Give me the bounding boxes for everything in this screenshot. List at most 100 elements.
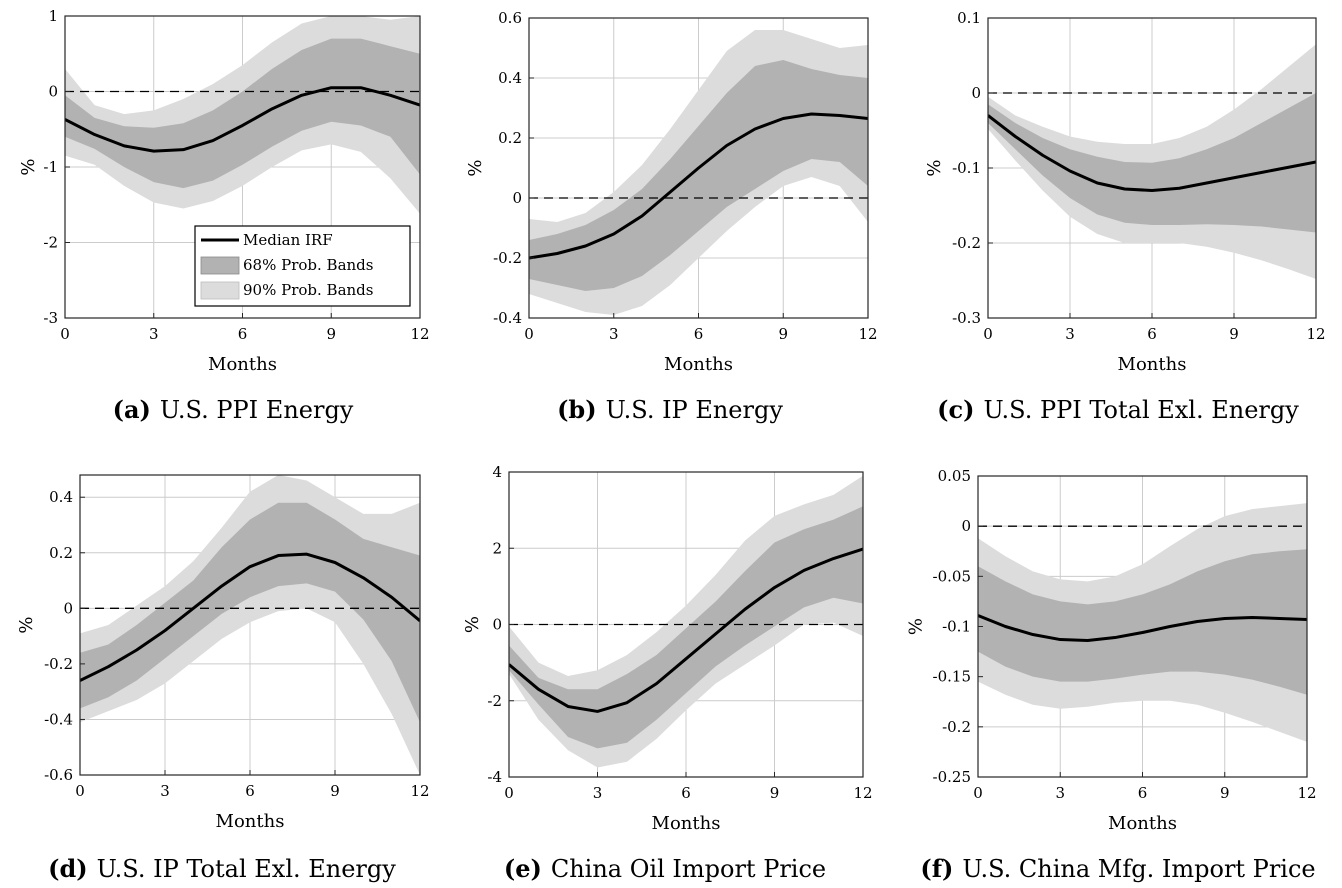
legend-swatch-90: [200, 281, 240, 300]
plot-area: [529, 30, 868, 315]
y-tick-label: -0.15: [933, 668, 971, 686]
panel-caption: (c) U.S. PPI Total Exl. Energy: [937, 395, 1299, 424]
y-tick-label: 0: [961, 517, 971, 535]
x-tick-label: 12: [1306, 325, 1325, 343]
y-tick-label: -0.2: [942, 718, 971, 736]
caption-text: U.S. PPI Total Exl. Energy: [984, 396, 1300, 424]
x-tick-label: 0: [504, 784, 514, 802]
median-line: [529, 112, 868, 260]
y-axis-label: %: [16, 616, 37, 633]
band-68: [80, 502, 420, 723]
legend-label-68: 68% Prob. Bands: [243, 256, 373, 274]
x-tick-label: 12: [1297, 784, 1316, 802]
y-tick-label: -0.2: [952, 234, 981, 252]
y-tick-label: 1: [48, 7, 58, 25]
y-tick-label: 0: [512, 189, 522, 207]
y-tick-label: 4: [492, 463, 502, 481]
y-axis-label: %: [906, 618, 927, 635]
x-axis-label: Months: [652, 813, 721, 834]
plot-area: [509, 475, 863, 768]
x-tick-label: 0: [973, 784, 983, 802]
caption-letter: (f): [920, 854, 953, 883]
x-axis-label: Months: [1108, 813, 1177, 834]
median-line: [80, 552, 420, 682]
panel-caption: (f) U.S. China Mfg. Import Price: [920, 854, 1315, 883]
caption-text: U.S. IP Energy: [606, 396, 784, 424]
panel-3: 0 3 6 9 12 0.1 0 -0.1 -0.2 -0.3 Months% (c) U.S. PPI…: [924, 9, 1326, 424]
caption-text: U.S. PPI Energy: [160, 396, 354, 424]
y-tick-label: 0.4: [49, 488, 73, 506]
y-tick-label: -2: [43, 234, 58, 252]
panel-caption: (b) U.S. IP Energy: [557, 395, 783, 424]
plot-area: [65, 16, 420, 214]
x-tick-label: 6: [681, 784, 691, 802]
panel-caption: (e) China Oil Import Price: [504, 854, 826, 883]
caption-letter: (e): [504, 854, 542, 883]
panel-1: 0 3 6 9 12 1 0 -1 -2 -3 Months% (a) U.S. PPI Energy M…: [18, 7, 430, 424]
y-tick-label: 0: [63, 599, 73, 617]
y-axis-label: %: [465, 159, 486, 176]
x-tick-label: 0: [983, 325, 993, 343]
caption-letter: (b): [557, 395, 597, 424]
x-tick-label: 3: [1065, 325, 1075, 343]
x-tick-label: 3: [149, 325, 159, 343]
panel-4: 0 3 6 9 12 0.4 0.2 0 -0.2 -0.4 -0.6 Months% (d) U.S. …: [16, 474, 430, 883]
plot-area: [988, 44, 1316, 279]
y-tick-label: -0.1: [952, 159, 981, 177]
legend: Median IRF 68% Prob. Bands 90% Prob. Bands: [194, 225, 411, 307]
caption-letter: (d): [48, 854, 88, 883]
x-tick-label: 3: [593, 784, 603, 802]
y-tick-label: -0.2: [44, 655, 73, 673]
y-axis-label: %: [924, 159, 945, 176]
median-line: [65, 86, 420, 153]
caption-text: U.S. IP Total Exl. Energy: [97, 855, 397, 883]
x-axis-label: Months: [208, 354, 277, 375]
y-tick-label: 2: [492, 539, 502, 557]
y-tick-label: -0.1: [942, 618, 971, 636]
x-tick-label: 9: [330, 782, 340, 800]
caption-text: China Oil Import Price: [551, 855, 826, 883]
x-tick-label: 3: [160, 782, 170, 800]
y-tick-label: 0.4: [498, 69, 522, 87]
x-tick-label: 6: [238, 325, 248, 343]
band-68: [509, 506, 863, 749]
x-tick-label: 9: [1220, 784, 1230, 802]
y-tick-label: -0.4: [44, 710, 73, 728]
legend-swatch-68: [200, 256, 240, 275]
y-tick-label: 0: [492, 616, 502, 634]
x-tick-label: 9: [778, 325, 788, 343]
x-tick-label: 0: [524, 325, 534, 343]
y-tick-label: 0: [971, 84, 981, 102]
y-tick-label: -0.3: [952, 309, 981, 327]
band-68: [978, 549, 1307, 695]
x-tick-label: 9: [1229, 325, 1239, 343]
y-tick-label: -3: [43, 309, 58, 327]
panel-caption: (d) U.S. IP Total Exl. Energy: [48, 854, 396, 883]
band-68: [988, 93, 1316, 233]
plot-area: [80, 475, 420, 775]
panel-caption: (a) U.S. PPI Energy: [113, 395, 354, 424]
x-tick-label: 6: [694, 325, 704, 343]
legend-label-90: 90% Prob. Bands: [243, 281, 373, 299]
y-tick-label: -0.4: [493, 309, 522, 327]
x-tick-label: 0: [60, 325, 70, 343]
panel-5: 0 3 6 9 12 4 2 0 -2 -4 Months% (e) China Oil Import …: [462, 463, 873, 883]
y-tick-label: 0.2: [498, 129, 522, 147]
x-tick-label: 3: [609, 325, 619, 343]
x-tick-label: 3: [1055, 784, 1065, 802]
y-axis-label: %: [18, 158, 39, 175]
x-tick-label: 12: [858, 325, 877, 343]
y-tick-label: -0.25: [933, 768, 971, 786]
x-tick-label: 6: [1147, 325, 1157, 343]
plot-area: [978, 503, 1307, 742]
caption-letter: (a): [113, 395, 151, 424]
median-line: [988, 114, 1316, 192]
x-tick-label: 0: [75, 782, 85, 800]
x-tick-label: 12: [853, 784, 872, 802]
caption-text: U.S. China Mfg. Import Price: [962, 855, 1315, 883]
x-tick-label: 12: [410, 325, 429, 343]
y-axis-label: %: [462, 616, 483, 633]
x-axis-label: Months: [216, 811, 285, 832]
y-tick-label: -4: [487, 768, 502, 786]
